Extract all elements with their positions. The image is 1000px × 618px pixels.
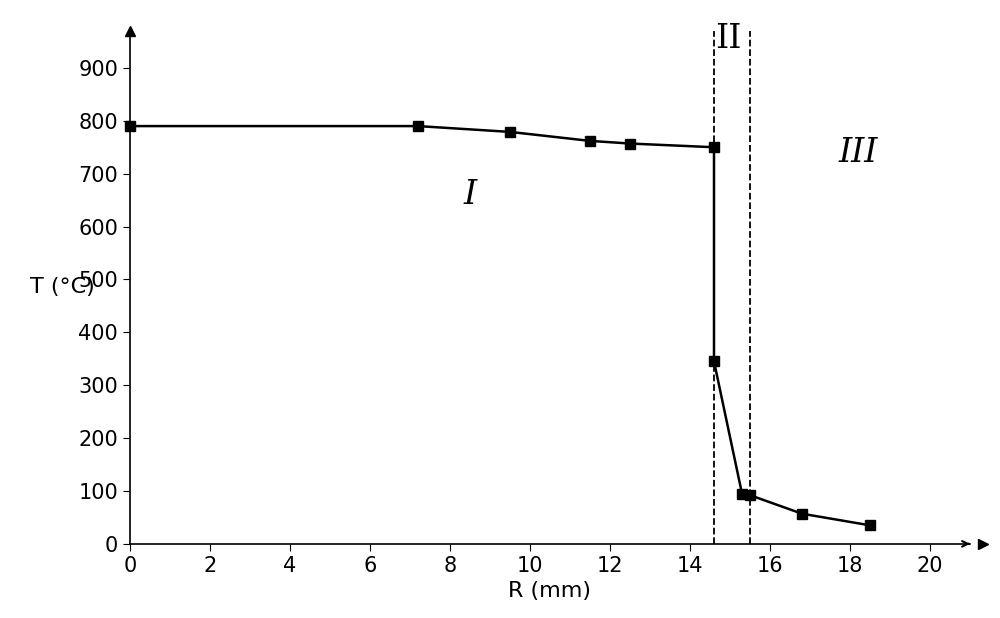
Text: I: I [463,179,477,211]
Text: II: II [715,23,741,55]
Text: III: III [838,137,878,169]
X-axis label: R (mm): R (mm) [509,581,592,601]
Text: T (°C): T (°C) [30,277,95,297]
